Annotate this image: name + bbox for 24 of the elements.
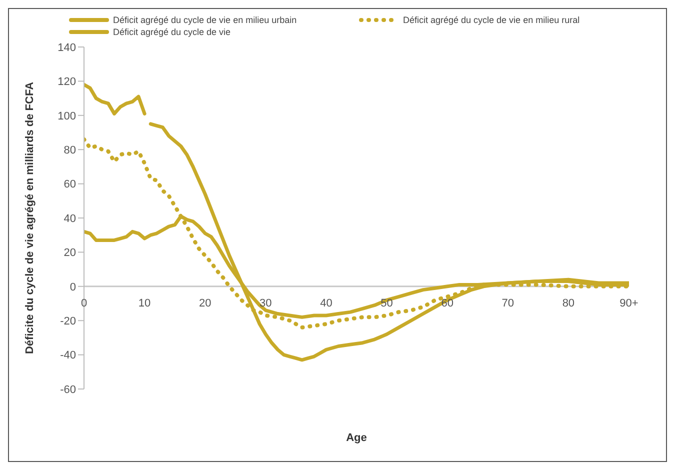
x-tick-label: 80	[562, 297, 575, 310]
x-tick-label: 30	[260, 297, 272, 310]
x-tick-label: 0	[80, 297, 88, 310]
y-tick-label: 20	[64, 247, 76, 260]
y-tick-label: 60	[64, 178, 76, 191]
y-axis-title: Déficite du cycle de vie agrégé en milliards de FCFA	[24, 82, 36, 354]
y-tick-label: -60	[60, 384, 76, 396]
y-tick-label: 40	[64, 212, 76, 225]
y-tick-label: 140	[58, 42, 76, 54]
x-tick-label: 90+	[620, 297, 638, 310]
x-tick-label: 20	[198, 297, 212, 310]
x-tick-label: 40	[320, 297, 332, 310]
x-axis-title: Age	[346, 432, 367, 444]
y-tick-label: 0	[70, 281, 76, 294]
legend-label: Déficit agrégé du cycle de vie	[113, 27, 231, 37]
y-tick-label: -40	[60, 350, 76, 362]
x-tick-label: 70	[502, 297, 514, 310]
legend-label: Déficit agrégé du cycle de vie en milieu urbain	[113, 15, 297, 25]
y-tick-label: 80	[64, 144, 76, 157]
x-tick-label: 10	[138, 297, 151, 310]
y-tick-label: -20	[60, 316, 76, 328]
legend-label: Déficit agrégé du cycle de vie en milieu rural	[403, 15, 580, 25]
y-tick-label: 100	[58, 110, 76, 122]
y-tick-label: 120	[58, 76, 76, 88]
